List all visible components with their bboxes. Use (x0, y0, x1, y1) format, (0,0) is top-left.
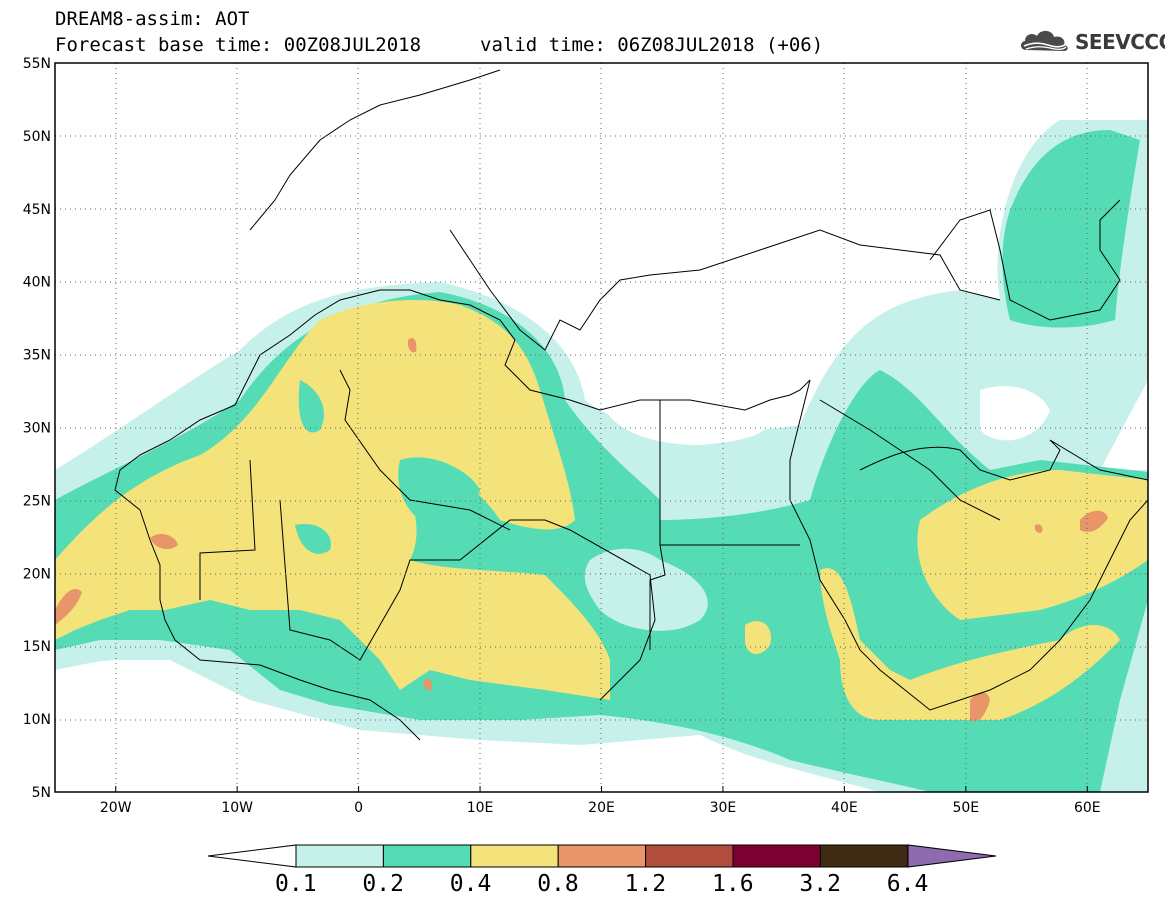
lat-label: 35N (23, 348, 51, 364)
lon-label: 10E (467, 800, 494, 816)
lat-label: 15N (23, 639, 51, 655)
longitude-labels: 20W 10W 0 10E 20E 30E 40E 50E 60E (100, 800, 1101, 816)
aot-level-0.4 (55, 300, 610, 700)
aot-level-0.8 (55, 338, 1108, 722)
lon-label: 20W (100, 800, 132, 816)
colorbar-box (819, 844, 909, 868)
lat-label: 30N (23, 421, 51, 437)
lat-label: 55N (23, 56, 51, 72)
colorbar-label: 0.8 (537, 871, 579, 897)
lon-label: 40E (831, 800, 858, 816)
base-time-text: Forecast base time: 00Z08JUL2018 (55, 34, 422, 56)
colorbar-box (645, 844, 734, 868)
colorbar-box (732, 844, 821, 868)
graticule (55, 63, 1148, 792)
lat-label: 10N (23, 712, 51, 728)
forecast-base-time: Forecast base time: 00Z08JUL2018 valid ti… (55, 34, 823, 56)
colorbar-label: 0.2 (362, 871, 404, 897)
map-title: DREAM8-assim: AOT (55, 8, 250, 30)
colorbar-left-arrow (207, 844, 297, 868)
lon-label: 30E (710, 800, 737, 816)
lon-label: 0 (354, 800, 363, 816)
lat-label: 20N (23, 566, 51, 582)
colorbar-box (295, 844, 384, 868)
colorbar-box (557, 844, 647, 868)
colorbar-box (470, 844, 559, 868)
lon-label: 60E (1074, 800, 1101, 816)
colorbar-label: 6.4 (886, 871, 929, 897)
seevccc-logo: SEEVCCC (1018, 26, 1165, 56)
lon-label: 10W (221, 800, 253, 816)
colorbar-label: 3.2 (799, 871, 841, 897)
lat-label: 5N (32, 785, 51, 801)
colorbar-label: 1.2 (624, 871, 667, 897)
colorbar (207, 844, 997, 868)
aot-field (55, 69, 1148, 792)
colorbar-label: 0.4 (449, 871, 492, 897)
colorbar-label: 1.6 (712, 871, 754, 897)
colorbar-box (382, 844, 472, 868)
lat-label: 45N (23, 202, 51, 218)
lat-label: 25N (23, 493, 51, 509)
lon-label: 50E (952, 800, 979, 816)
lat-label: 40N (23, 275, 51, 291)
lon-label: 20E (588, 800, 615, 816)
valid-time-text: valid time: 06Z08JUL2018 (+06) (480, 34, 824, 56)
colorbar-label: 0.1 (275, 871, 317, 897)
tick-marks (115, 786, 1088, 792)
colorbar-right-arrow (907, 844, 997, 868)
latitude-labels: 55N 50N 45N 40N 35N 30N 25N 20N 15N 10N 5N (23, 56, 51, 801)
lat-label: 50N (23, 129, 51, 145)
logo-text: SEEVCCC (1075, 30, 1165, 54)
cloud-logo-icon (1020, 30, 1068, 51)
coastlines (114, 69, 1148, 741)
